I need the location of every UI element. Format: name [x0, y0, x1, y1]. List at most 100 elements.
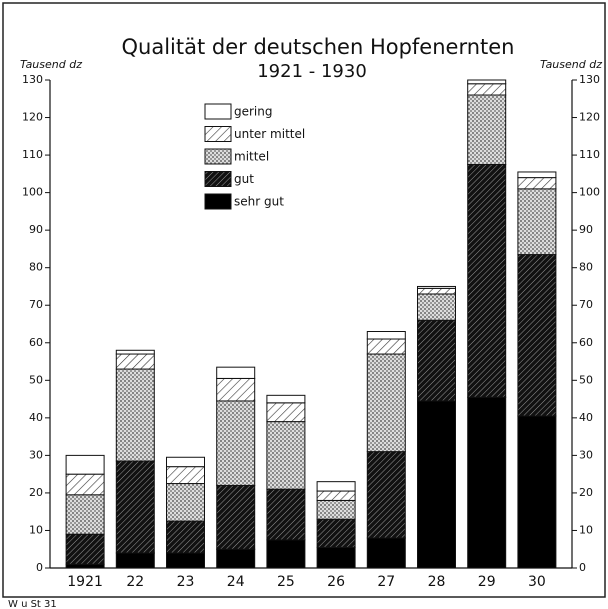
bar-segment	[467, 94, 507, 165]
bar-segment	[166, 483, 205, 522]
bar-segment	[417, 287, 456, 295]
bar-segment	[266, 488, 306, 541]
y-tick-label: 50	[29, 373, 43, 386]
y2-tick-label: 20	[579, 486, 593, 499]
y2-tick-label: 10	[579, 523, 593, 536]
bar-segment	[517, 254, 557, 417]
y-tick-label: 40	[29, 411, 43, 424]
legend-swatch	[204, 171, 232, 187]
bar-segment	[65, 454, 105, 475]
bar-segment	[316, 518, 356, 548]
legend-label: sehr gut	[234, 195, 284, 209]
bar-segment	[467, 396, 507, 569]
bar-segment	[316, 481, 356, 492]
y-tick-label: 60	[29, 336, 43, 349]
y2-tick-label: 50	[579, 373, 593, 386]
x-tick-label: 29	[478, 574, 496, 590]
bar-segment	[65, 563, 105, 569]
y2-tick-label: 120	[579, 111, 600, 124]
y-tick-label: 30	[29, 448, 43, 461]
x-tick-label: 26	[327, 574, 345, 590]
y2-axis-label: Tausend dz	[540, 58, 602, 71]
bar-segment	[316, 546, 356, 569]
bar-segment	[417, 319, 456, 402]
bar-segment	[467, 83, 507, 96]
bar-segment	[517, 188, 557, 256]
y2-tick-label: 30	[579, 448, 593, 461]
x-tick-label: 1921	[67, 574, 103, 590]
bar-segment	[266, 394, 306, 404]
bar-segment	[65, 494, 105, 535]
chart-title: Qualität der deutschen Hopfenernten	[122, 35, 515, 59]
bar-segment	[417, 400, 456, 569]
bar-segment	[517, 415, 557, 569]
bar-segment	[216, 484, 256, 550]
x-tick-label: 28	[428, 574, 446, 590]
legend-label: gering	[234, 105, 273, 119]
legend-swatch	[204, 193, 232, 210]
footnote: W u St 31	[8, 599, 57, 609]
bar-segment	[366, 537, 406, 569]
bar-segment	[115, 460, 155, 554]
y2-tick-label: 0	[579, 561, 586, 574]
bar-segment	[266, 539, 306, 569]
x-tick-label: 22	[126, 574, 144, 590]
y2-tick-label: 80	[579, 261, 593, 274]
bar-segment	[417, 293, 456, 321]
bar-segment	[467, 163, 507, 398]
bar-segment	[166, 552, 205, 569]
bar-segment	[366, 338, 406, 355]
bar-segment	[65, 473, 105, 496]
x-tick-label: 30	[528, 574, 546, 590]
bar-segment	[316, 490, 356, 501]
legend-swatch	[204, 126, 232, 142]
y-axis-label: Tausend dz	[20, 58, 82, 71]
y2-tick-label: 110	[579, 148, 600, 161]
y-tick-label: 90	[29, 223, 43, 236]
bar-segment	[517, 171, 557, 179]
y-tick-label: 110	[22, 148, 43, 161]
x-tick-label: 24	[227, 574, 245, 590]
bar-segment	[417, 285, 456, 289]
legend-swatch	[204, 148, 232, 165]
y2-tick-label: 100	[579, 186, 600, 199]
bar-segment	[216, 377, 256, 402]
y2-tick-label: 70	[579, 298, 593, 311]
y2-tick-label: 60	[579, 336, 593, 349]
y-tick-label: 10	[29, 523, 43, 536]
bar-segment	[517, 177, 557, 190]
bar-segment	[216, 548, 256, 569]
bar-segment	[467, 79, 507, 85]
y-tick-label: 20	[29, 486, 43, 499]
y-tick-label: 0	[36, 561, 43, 574]
bar-segment	[266, 402, 306, 423]
frame	[2, 2, 606, 598]
bar-segment	[115, 349, 155, 355]
y-tick-label: 120	[22, 111, 43, 124]
bar-segment	[366, 451, 406, 539]
y2-tick-label: 90	[579, 223, 593, 236]
bar-segment	[366, 353, 406, 453]
y-tick-label: 80	[29, 261, 43, 274]
y-tick-label: 100	[22, 186, 43, 199]
bar-segment	[316, 499, 356, 520]
x-tick-label: 25	[277, 574, 295, 590]
y-tick-label: 130	[22, 73, 43, 86]
x-tick-label: 27	[377, 574, 395, 590]
bar-segment	[366, 331, 406, 340]
y2-tick-label: 40	[579, 411, 593, 424]
bar-segment	[166, 466, 205, 485]
bar-segment	[115, 552, 155, 569]
legend-label: mittel	[234, 150, 269, 164]
legend-label: unter mittel	[234, 127, 305, 141]
bar-segment	[266, 421, 306, 490]
bar-segment	[65, 533, 105, 565]
y-tick-label: 70	[29, 298, 43, 311]
legend-label: gut	[234, 172, 254, 186]
bar-segment	[166, 520, 205, 554]
y2-tick-label: 130	[579, 73, 600, 86]
x-tick-label: 23	[177, 574, 195, 590]
bar-segment	[115, 353, 155, 370]
bar-segment	[166, 456, 205, 468]
